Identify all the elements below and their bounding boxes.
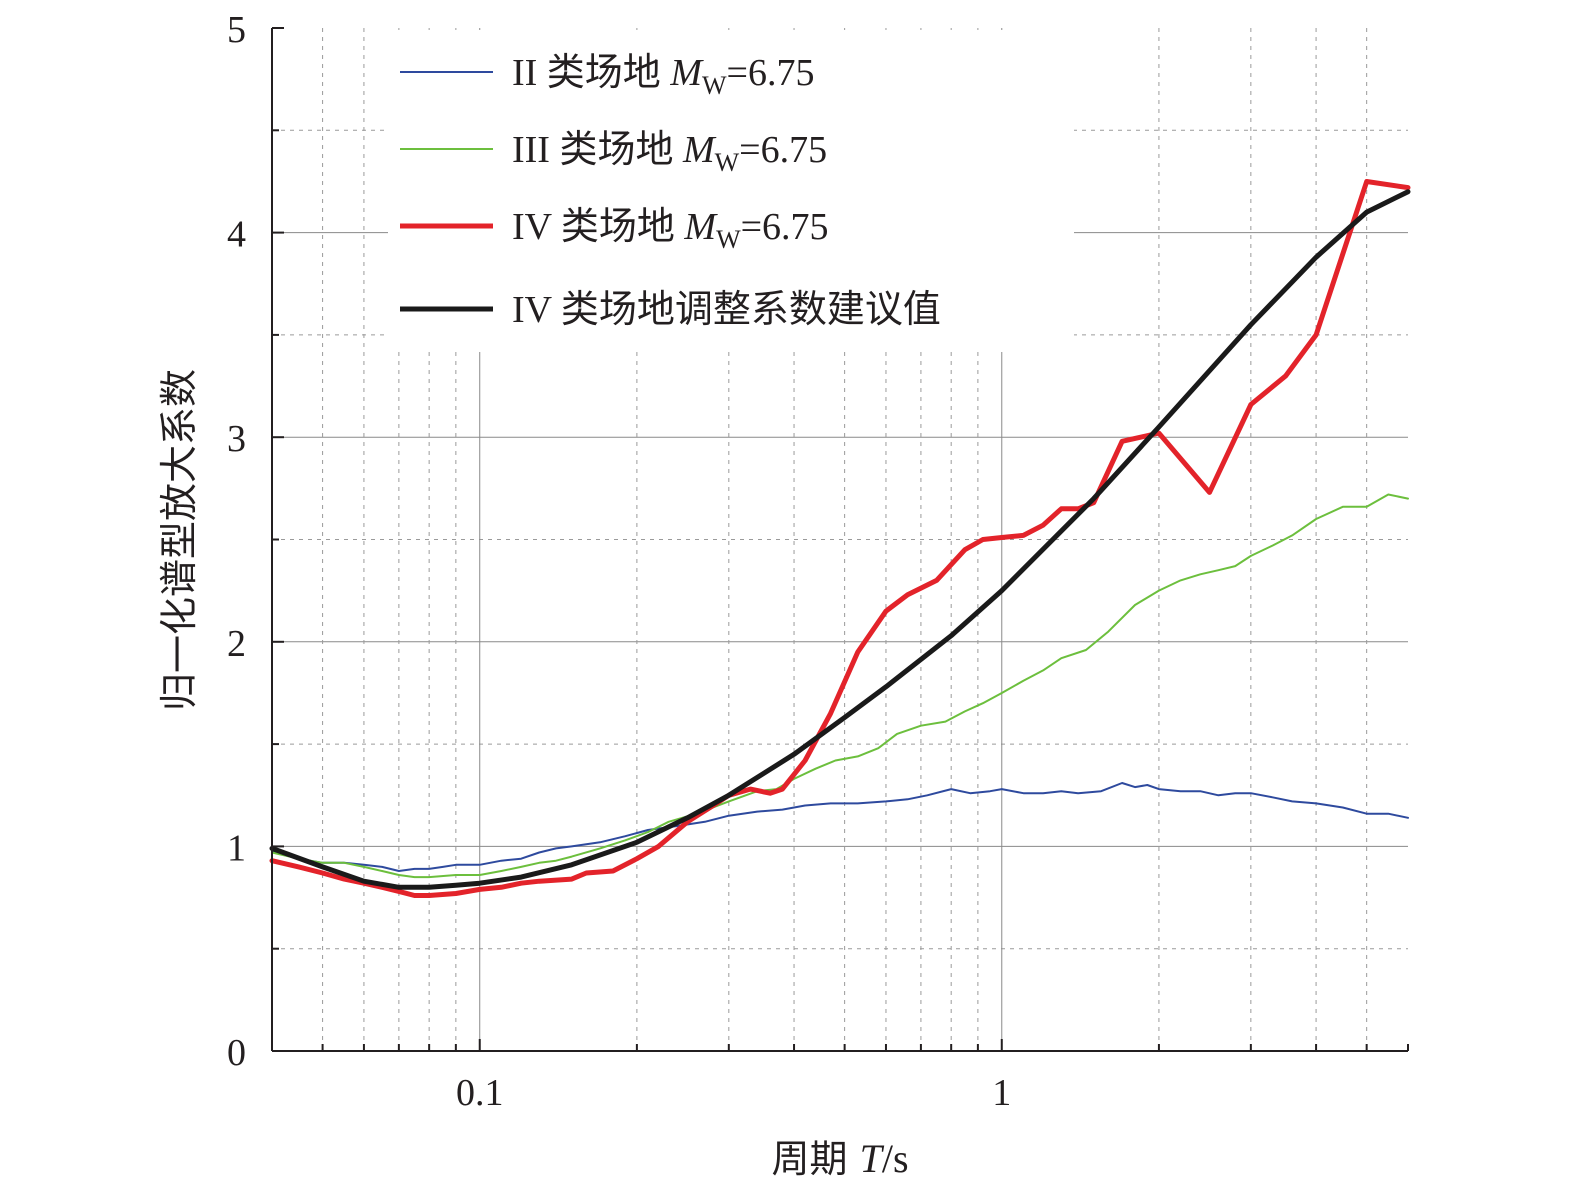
series-line-4 bbox=[269, 189, 1411, 890]
y-tick-label: 0 bbox=[227, 1032, 246, 1074]
series-line-3 bbox=[269, 179, 1411, 898]
y-tick-label: 2 bbox=[227, 623, 246, 665]
legend-label-4: IV 类场地调整系数建议值 bbox=[512, 289, 941, 331]
legend: II 类场地 MW=6.75 III 类场地 MW=6.75 IV 类场地 MW=6… bbox=[388, 30, 1074, 352]
series-line-1 bbox=[271, 782, 1409, 872]
series-lines bbox=[269, 179, 1411, 898]
y-tick-label: 4 bbox=[227, 214, 246, 256]
legend-background bbox=[388, 30, 1074, 352]
legend-label-2: III 类场地 MW=6.75 bbox=[512, 129, 827, 177]
legend-label-1: II 类场地 MW=6.75 bbox=[512, 52, 814, 100]
y-tick-label: 1 bbox=[227, 827, 246, 869]
x-axis-title: 周期 T/s bbox=[771, 1136, 908, 1181]
x-tick-label: 0.1 bbox=[456, 1072, 504, 1114]
series-line-2 bbox=[271, 493, 1409, 879]
x-tick-label: 1 bbox=[992, 1072, 1011, 1114]
y-tick-label: 3 bbox=[227, 418, 246, 460]
y-tick-label: 5 bbox=[227, 9, 246, 51]
axes: 0 1 2 3 4 5 0.1 1 bbox=[227, 9, 1409, 1114]
legend-label-3: IV 类场地 MW=6.75 bbox=[512, 206, 829, 254]
y-axis-title: 归一化谱型放大系数 bbox=[157, 369, 201, 711]
